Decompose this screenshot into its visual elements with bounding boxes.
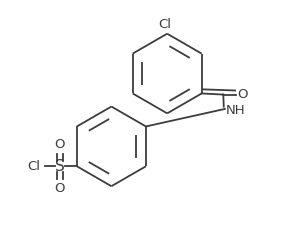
Text: Cl: Cl xyxy=(28,160,41,173)
Text: S: S xyxy=(55,159,65,174)
Text: O: O xyxy=(55,138,65,151)
Text: Cl: Cl xyxy=(158,18,171,31)
Text: O: O xyxy=(237,88,248,101)
Text: O: O xyxy=(55,182,65,195)
Text: NH: NH xyxy=(226,104,246,117)
